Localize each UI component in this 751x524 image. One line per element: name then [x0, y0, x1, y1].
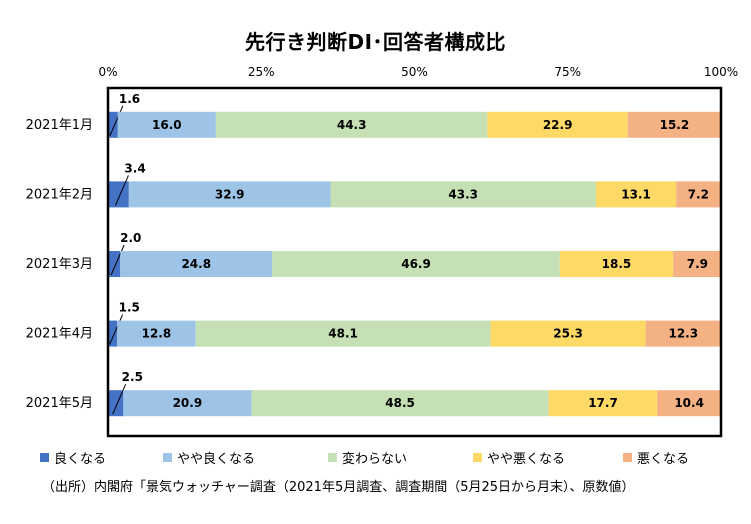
legend-label: やや良くなる [177, 452, 256, 467]
stacked-bar-chart: 0% 25% 50% 75% 100% 2021年1月 1.6 16.0 44.3 22.9 15.… [26, 65, 738, 438]
bar-segment [559, 251, 674, 277]
x-tick-label: 100% [704, 65, 738, 79]
bar-segment [657, 390, 721, 417]
legend-item: やや悪くなる [473, 448, 623, 467]
legend-item: 変わらない [328, 448, 473, 467]
category-label: 2021年5月 [26, 396, 93, 411]
bar-segment [673, 251, 722, 277]
data-label: 48.5 [385, 396, 415, 410]
leader-line [109, 105, 124, 136]
leader-line [112, 384, 127, 415]
leader-line [110, 244, 125, 276]
legend-item: やや良くなる [163, 448, 328, 467]
leader-line [109, 314, 124, 345]
bar-segment [117, 111, 216, 138]
legend-label: 悪くなる [637, 452, 690, 467]
bar-segment [251, 390, 549, 417]
chart-title: 先行き判断DI･回答者構成比 [244, 30, 507, 54]
data-label: 25.3 [553, 327, 583, 341]
bar-segment [645, 320, 721, 347]
data-label: 10.4 [674, 396, 704, 410]
bar-segment [627, 111, 721, 138]
data-label: 18.5 [602, 257, 632, 271]
data-label: 1.6 [119, 92, 140, 106]
data-label: 15.2 [660, 118, 690, 132]
legend-label: 変わらない [342, 452, 408, 467]
category-label: 2021年2月 [26, 187, 93, 202]
data-label: 22.9 [543, 118, 573, 132]
data-label: 43.3 [448, 187, 478, 201]
data-label: 12.3 [668, 327, 698, 341]
bar-segment [487, 111, 628, 138]
bar-segment [272, 251, 560, 277]
data-label: 24.8 [181, 257, 211, 271]
bar-segment [215, 111, 488, 138]
data-label: 44.3 [337, 118, 367, 132]
legend-swatch [623, 453, 632, 462]
data-label: 1.5 [119, 301, 140, 315]
data-label: 48.1 [328, 327, 358, 341]
data-label: 12.8 [142, 327, 172, 341]
bar-segment [490, 320, 646, 347]
legend-swatch [163, 453, 172, 462]
category-label: 2021年4月 [26, 327, 93, 342]
x-tick-label: 75% [554, 65, 581, 79]
legend-label: やや悪くなる [487, 452, 566, 467]
source-note: （出所）内閣府「景気ウォッチャー調査（2021年5月調査、調査期間（5月25日か… [42, 480, 635, 495]
data-label: 32.9 [215, 187, 245, 201]
legend-label: 良くなる [54, 452, 107, 467]
leader-line [114, 175, 129, 206]
data-label: 2.5 [122, 370, 143, 384]
plot-frame [106, 86, 723, 438]
bar-segment [128, 181, 331, 208]
bar-segment [108, 111, 118, 138]
data-label: 3.4 [124, 161, 145, 175]
bar-segment [195, 320, 491, 347]
bar-segment [330, 181, 596, 208]
bar-segment [108, 181, 129, 208]
data-label: 13.1 [621, 187, 651, 201]
data-label: 7.2 [688, 187, 709, 201]
data-label: 46.9 [401, 257, 431, 271]
bar-segment [120, 251, 273, 277]
category-label: 2021年1月 [26, 118, 93, 133]
data-label: 2.0 [120, 231, 141, 245]
data-label: 7.9 [687, 257, 708, 271]
bar-segment [108, 320, 118, 347]
legend-item: 良くなる [40, 448, 163, 467]
legend-swatch [40, 453, 49, 462]
data-label: 16.0 [152, 118, 182, 132]
bar-segment [548, 390, 658, 417]
bar-segment [108, 390, 124, 417]
bar-segment [117, 320, 196, 347]
x-tick-label: 25% [248, 65, 275, 79]
x-tick-label: 50% [401, 65, 428, 79]
legend-swatch [473, 453, 482, 462]
bar-segment [595, 181, 677, 208]
x-tick-label: 0% [98, 65, 117, 79]
legend-swatch [328, 453, 337, 462]
bar-segment [676, 181, 721, 208]
data-label: 17.7 [588, 396, 618, 410]
legend: 良くなる やや良くなる 変わらない やや悪くなる 悪くなる [40, 448, 743, 467]
bar-segment [123, 390, 252, 417]
legend-item: 悪くなる [623, 448, 743, 467]
data-label: 20.9 [173, 396, 203, 410]
bar-segment [108, 251, 121, 277]
category-label: 2021年3月 [26, 257, 93, 272]
